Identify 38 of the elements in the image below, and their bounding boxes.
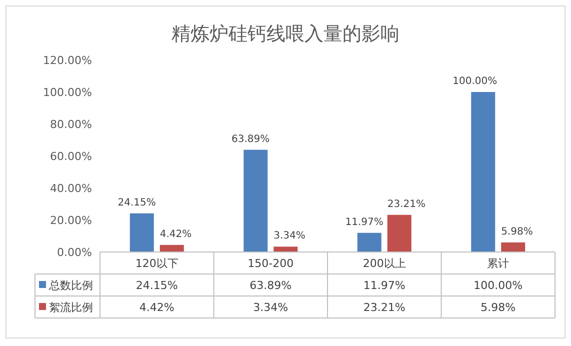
x-tick-label: 累计 bbox=[487, 257, 510, 270]
text: 23.21% bbox=[387, 198, 426, 210]
data-label: 24.15% bbox=[136, 279, 178, 292]
y-tick-label: 20.00% bbox=[50, 214, 92, 227]
x-tick-label: 150-200 bbox=[248, 257, 294, 270]
bar bbox=[160, 244, 184, 252]
data-label: 3.34% bbox=[253, 301, 288, 314]
text: 100.00% bbox=[452, 76, 498, 87]
data-label: 23.21% bbox=[363, 301, 406, 314]
text: 3.34% bbox=[274, 230, 306, 242]
chart-title: 精炼炉硅钙线喂入量的影响 bbox=[172, 23, 400, 45]
text: 11.97% bbox=[345, 216, 384, 228]
y-tick-label: 100.00% bbox=[43, 86, 92, 99]
text: 5.98% bbox=[501, 226, 533, 238]
x-tick-label: 120以下 bbox=[135, 257, 178, 270]
legend-label: 絮流比例 bbox=[49, 301, 93, 314]
y-tick-label: 0.00% bbox=[57, 246, 92, 259]
data-label: 4.42% bbox=[139, 301, 174, 314]
text: 63.89% bbox=[231, 134, 270, 145]
text: 4.42% bbox=[160, 228, 192, 240]
data-label: 100.00% bbox=[474, 279, 523, 292]
text: 24.15% bbox=[118, 197, 156, 208]
data-label: 5.98% bbox=[480, 301, 516, 314]
bar bbox=[501, 242, 526, 252]
data-label: 11.97% bbox=[363, 279, 406, 292]
data-label: 63.89% bbox=[250, 279, 292, 292]
bar bbox=[274, 246, 298, 252]
y-tick-label: 60.00% bbox=[50, 150, 92, 163]
legend-label: 总数比例 bbox=[48, 279, 93, 292]
y-tick-label: 80.00% bbox=[50, 118, 92, 131]
bar bbox=[471, 92, 496, 252]
bar bbox=[244, 150, 268, 252]
bar bbox=[357, 232, 382, 252]
bar bbox=[387, 214, 412, 252]
y-tick-label: 120.00% bbox=[43, 54, 92, 67]
bar bbox=[130, 213, 154, 252]
y-tick-label: 40.00% bbox=[50, 182, 92, 195]
x-tick-label: 200以上 bbox=[362, 257, 406, 270]
